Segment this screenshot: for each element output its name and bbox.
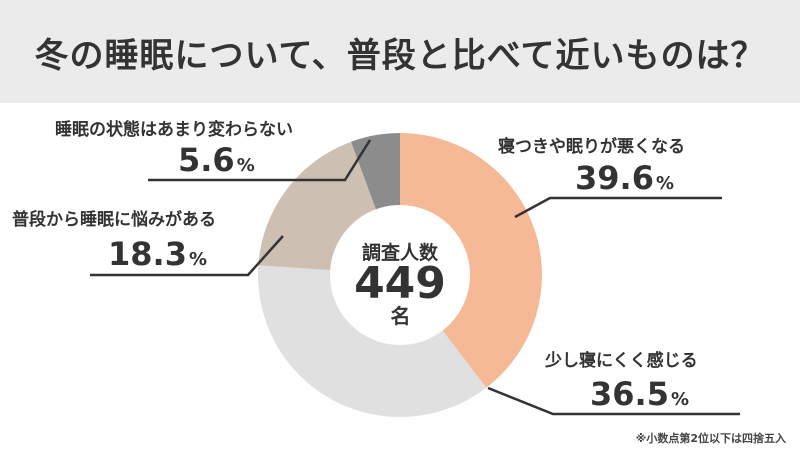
slice-value-0: 39.6% <box>575 162 674 194</box>
slice-label-0: 寝つきや眠りが悪くなる <box>498 137 685 157</box>
percent-unit: % <box>236 155 255 176</box>
leader-line-1 <box>487 386 740 416</box>
survey-count: 449名 <box>345 262 455 328</box>
survey-count-label: 調査人数 <box>361 242 438 264</box>
percent-unit: % <box>655 173 674 194</box>
page-title: 冬の睡眠について、普段と比べて近いものは？ <box>34 36 766 76</box>
percent-unit: % <box>188 249 207 270</box>
leader-line-0 <box>514 196 722 219</box>
slice-value-2-number: 18.3 <box>108 235 187 273</box>
donut-slice-2 <box>258 141 376 271</box>
leader-line-3 <box>148 139 372 182</box>
slice-value-3: 5.6% <box>178 144 255 176</box>
donut-slice-0 <box>400 133 542 388</box>
slice-value-1-number: 36.5 <box>590 375 669 413</box>
header-band <box>0 0 800 103</box>
slice-label-1: 少し寝にくく感じる <box>545 351 698 371</box>
slice-label-2: 普段から睡眠に悩みがある <box>12 210 216 230</box>
slice-value-1: 36.5% <box>590 378 689 410</box>
percent-unit: % <box>670 389 689 410</box>
leader-line-2 <box>90 235 284 277</box>
donut-slice-1 <box>258 265 487 417</box>
slice-value-0-number: 39.6 <box>575 159 654 197</box>
footnote: ※小数点第2位以下は四捨五入 <box>635 432 786 445</box>
slice-value-3-number: 5.6 <box>178 141 235 179</box>
survey-count-unit: 名 <box>390 304 411 328</box>
survey-count-number: 449 <box>354 258 446 309</box>
slice-label-3: 睡眠の状態はあまり変わらない <box>55 120 293 140</box>
slice-value-2: 18.3% <box>108 238 207 270</box>
